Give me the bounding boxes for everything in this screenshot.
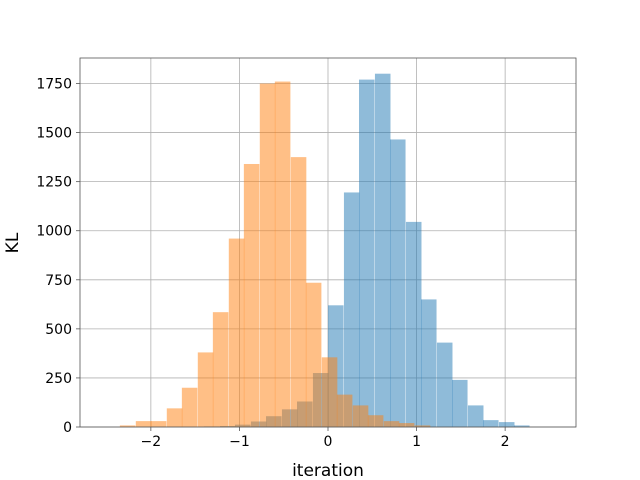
y-tick-label: 750: [45, 273, 72, 289]
x-tick-label: 2: [501, 434, 510, 450]
x-tick-label: 1: [412, 434, 421, 450]
histogram-bar-series-2: [383, 421, 400, 427]
histogram-bar-series-2: [212, 312, 229, 427]
histogram-bar-series-2: [290, 157, 307, 427]
histogram-bar-series-1: [390, 139, 406, 428]
histogram-bar-series-2: [414, 425, 431, 427]
histogram-bar-series-2: [150, 421, 167, 427]
histogram-bar-series-1: [483, 420, 499, 427]
histogram-bar-series-2: [352, 405, 369, 427]
histogram-bar-series-2: [166, 408, 183, 427]
y-tick-label: 1000: [36, 224, 72, 240]
histogram-bars: [119, 73, 530, 428]
histogram-bar-series-1: [421, 299, 437, 427]
histogram-bar-series-1: [374, 73, 391, 428]
histogram-bar-series-2: [305, 282, 322, 427]
x-axis-label: iteration: [292, 461, 364, 480]
histogram-bar-series-2: [259, 83, 276, 427]
y-tick-label: 0: [63, 420, 72, 436]
y-tick-label: 250: [45, 371, 72, 387]
histogram-bar-series-1: [343, 192, 360, 427]
y-tick-label: 1500: [36, 126, 72, 142]
histogram-bar-series-2: [135, 421, 152, 427]
y-tick-label: 1250: [36, 175, 72, 191]
histogram-bar-series-1: [405, 221, 422, 427]
histogram-bar-series-1: [436, 342, 453, 427]
histogram-bar-series-2: [119, 425, 136, 427]
histogram-bar-series-2: [321, 357, 338, 427]
histogram-bar-series-1: [452, 379, 468, 427]
y-tick-label: 1750: [36, 77, 72, 93]
histogram-bar-series-2: [274, 81, 291, 427]
histogram-bar-series-2: [228, 238, 245, 427]
x-tick-label: −1: [229, 434, 250, 450]
x-tick-label: −2: [141, 434, 162, 450]
histogram-bar-series-2: [336, 394, 353, 427]
histogram-bar-series-2: [243, 163, 260, 427]
histogram-bar-series-1: [359, 79, 375, 427]
histogram-bar-series-1: [514, 425, 530, 427]
histogram-bar-series-2: [398, 423, 415, 427]
axes: −2 −1 0 1 2 0 250 500 750 1000 1250 1500 1750: [36, 57, 577, 450]
histogram-bar-series-1: [467, 405, 484, 427]
histogram-bar-series-1: [498, 422, 515, 427]
histogram-bar-series-2: [197, 352, 214, 427]
histogram-bar-series-2: [181, 387, 198, 427]
y-tick-label: 500: [45, 322, 72, 338]
x-tick-label: 0: [324, 434, 333, 450]
y-axis-label: KL: [3, 232, 23, 253]
histogram-bar-series-2: [367, 415, 384, 427]
